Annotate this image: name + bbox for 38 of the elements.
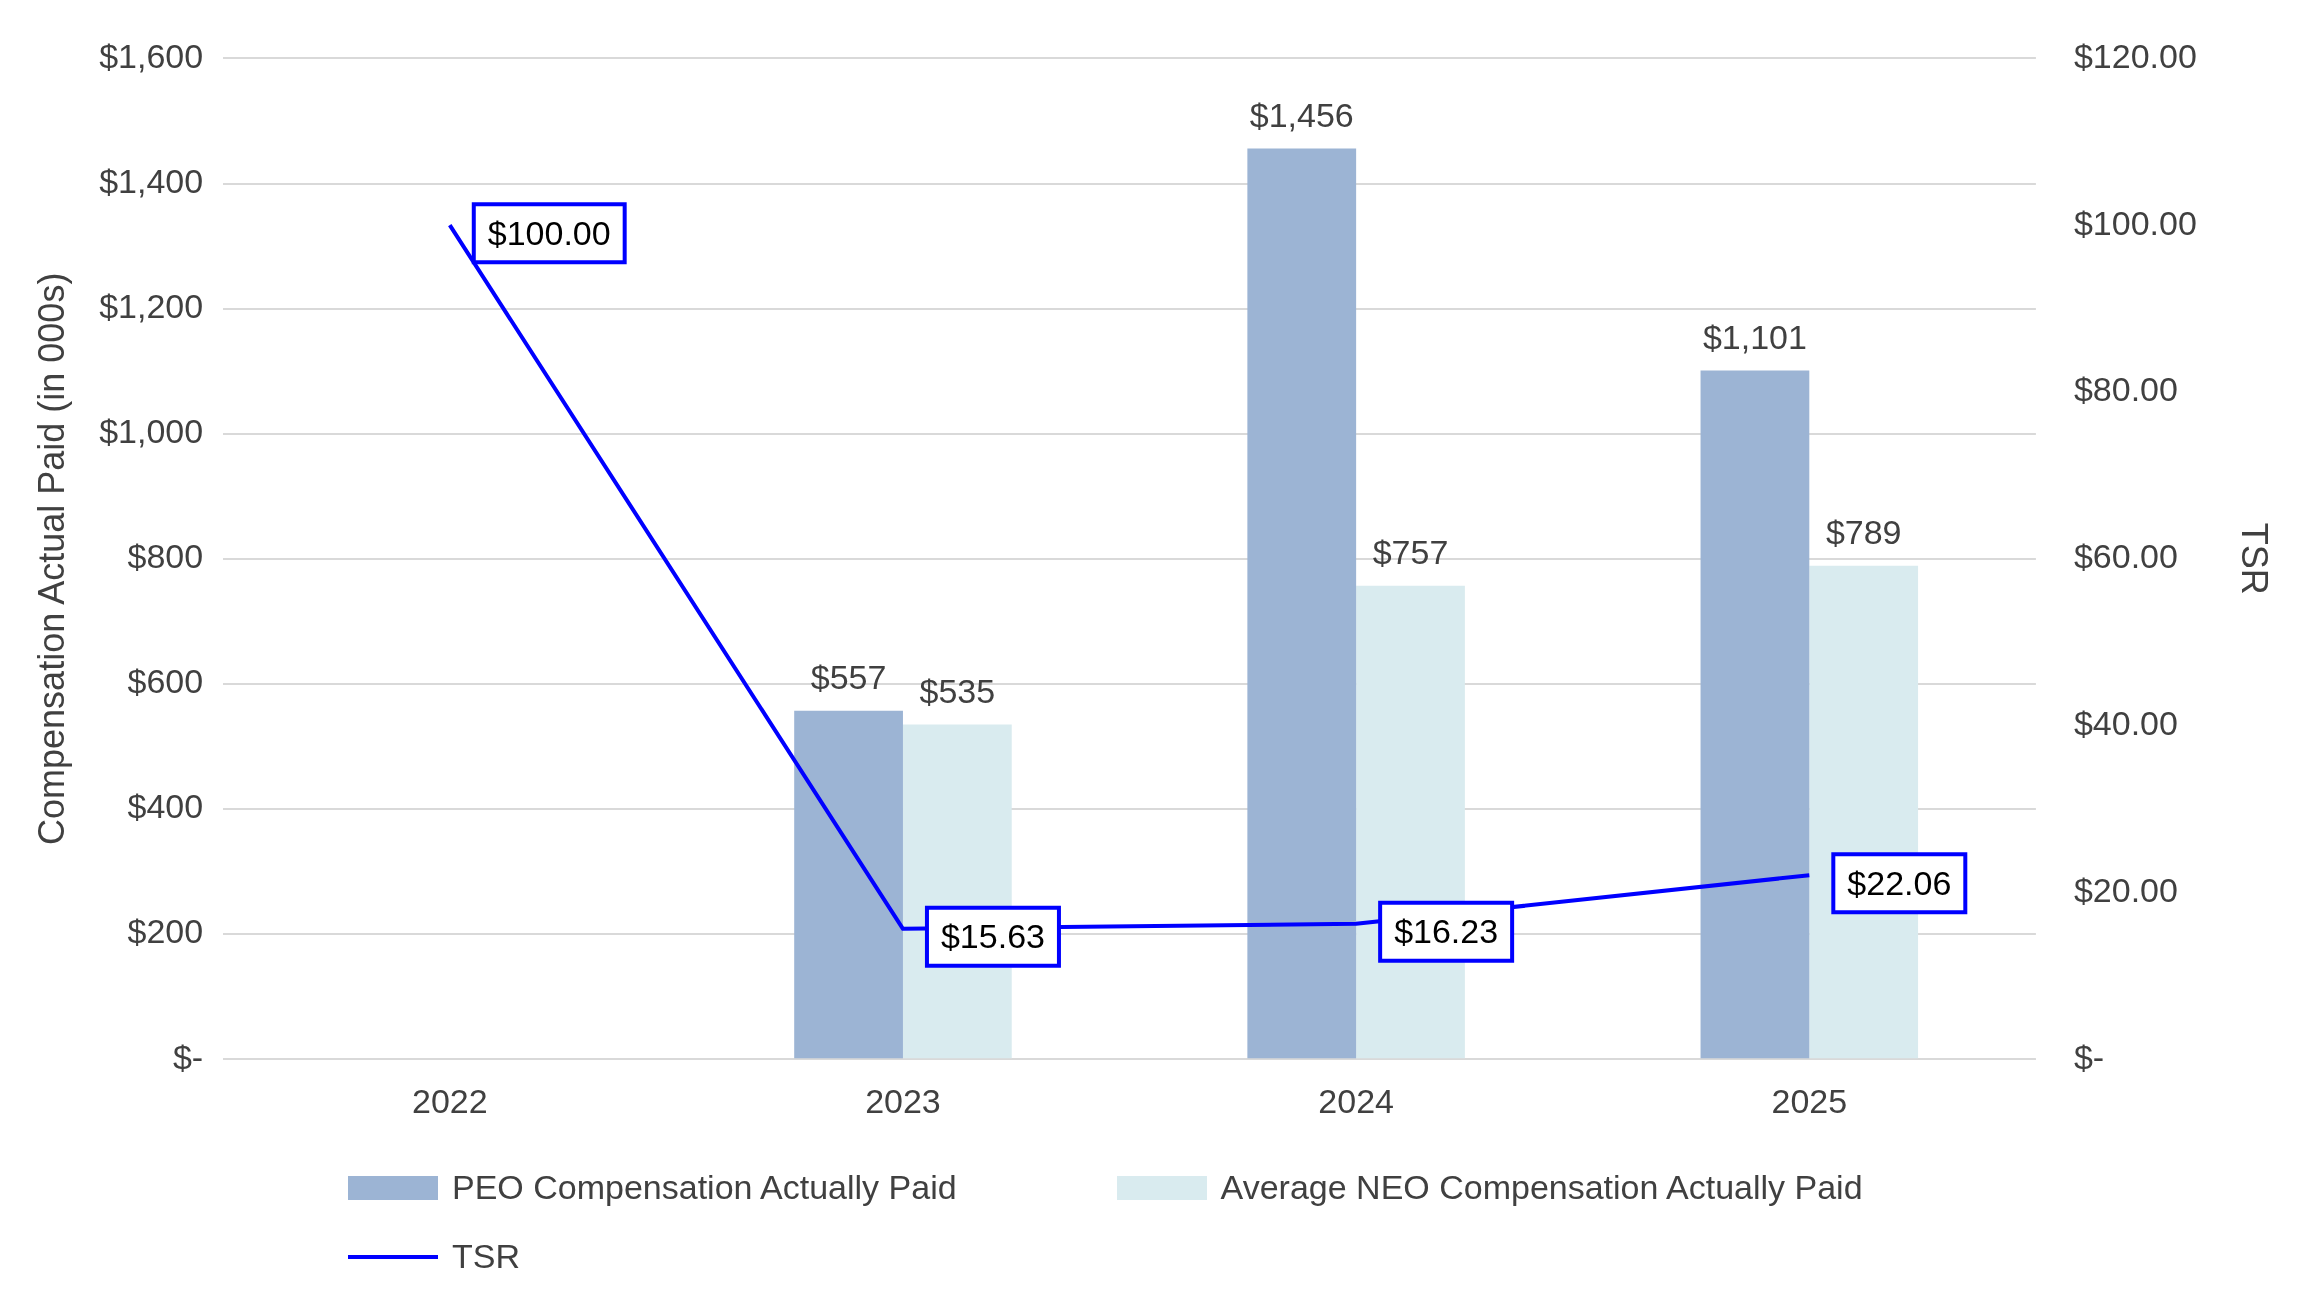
y-tick-label: $600 — [127, 662, 204, 701]
y-axis-title: Compensation Actual Paid (in 000s) — [30, 272, 72, 845]
y2-axis-title: TSR — [2234, 522, 2276, 595]
bar — [1700, 370, 1810, 1059]
data-label: $757 — [1372, 533, 1449, 572]
y-tick-label: $400 — [127, 787, 204, 826]
y2-tick-label: $20.00 — [2073, 870, 2178, 909]
data-label: $100.00 — [487, 213, 611, 252]
data-label: $16.23 — [1394, 912, 1499, 951]
y-tick-label: $- — [172, 1037, 204, 1076]
y-tick-label: $1,400 — [99, 161, 204, 200]
data-label: $557 — [810, 658, 887, 697]
x-tick-label: 2023 — [865, 1081, 941, 1120]
legend-label: PEO Compensation Actually Paid — [452, 1168, 957, 1207]
data-label: $535 — [919, 671, 996, 710]
y-tick-label: $800 — [127, 537, 204, 576]
y-tick-label: $1,200 — [99, 286, 204, 325]
x-tick-label: 2024 — [1318, 1081, 1394, 1120]
y2-tick-label: $60.00 — [2073, 537, 2178, 576]
data-label: $1,101 — [1702, 317, 1807, 356]
y2-tick-label: $80.00 — [2073, 370, 2178, 409]
data-label: $789 — [1825, 513, 1902, 552]
data-label: $1,456 — [1249, 95, 1354, 134]
y2-tick-label: $40.00 — [2073, 703, 2178, 742]
y-tick-label: $1,600 — [99, 36, 204, 75]
data-label: $22.06 — [1847, 863, 1952, 902]
x-tick-label: 2025 — [1771, 1081, 1848, 1120]
legend-label: TSR — [452, 1237, 520, 1276]
y2-tick-label: $120.00 — [2073, 36, 2197, 75]
data-label: $15.63 — [940, 917, 1045, 956]
legend-label: Average NEO Compensation Actually Paid — [1220, 1168, 1863, 1207]
y-tick-label: $200 — [127, 912, 204, 951]
y2-tick-label: $- — [2073, 1037, 2105, 1076]
x-tick-label: 2022 — [411, 1081, 488, 1120]
bar — [1247, 148, 1357, 1059]
bar — [794, 710, 903, 1059]
y-tick-label: $1,000 — [99, 412, 204, 451]
y2-tick-label: $100.00 — [2073, 203, 2197, 242]
